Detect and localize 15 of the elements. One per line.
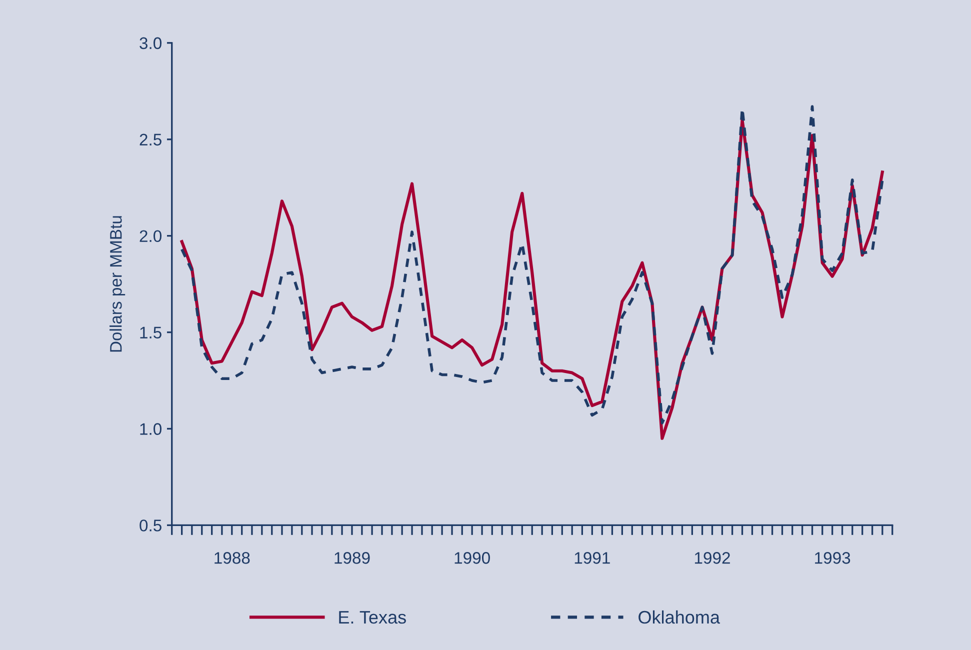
x-tick-label: 1992 [694, 552, 730, 564]
y-tick-label: 1.5 [140, 326, 162, 338]
legend-label: Oklahoma [638, 610, 720, 624]
x-tick-label: 1988 [214, 552, 250, 564]
y-axis-title: Dollars per MMBtu [110, 216, 126, 352]
x-tick-label: 1991 [574, 552, 610, 564]
y-tick-label: 0.5 [140, 520, 162, 532]
y-tick-label: 1.0 [140, 423, 162, 435]
y-tick-label: 3.0 [140, 37, 162, 50]
x-tick-label: 1989 [334, 552, 370, 564]
y-tick-label: 2.5 [140, 134, 162, 146]
y-tick-label: 2.0 [140, 230, 162, 242]
x-tick-label: 1993 [815, 552, 850, 564]
legend-label: E. Texas [339, 611, 406, 624]
x-tick-label: 1990 [454, 552, 490, 564]
